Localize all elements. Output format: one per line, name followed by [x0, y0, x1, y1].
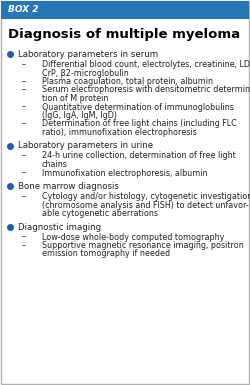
Text: Immunofixation electrophoresis, albumin: Immunofixation electrophoresis, albumin	[42, 169, 207, 177]
Text: –: –	[22, 119, 26, 129]
Text: –: –	[22, 102, 26, 112]
Text: Diagnostic imaging: Diagnostic imaging	[18, 223, 101, 231]
Text: Laboratory parameters in serum: Laboratory parameters in serum	[18, 50, 158, 59]
Text: (chromosome analysis and FISH) to detect unfavor-: (chromosome analysis and FISH) to detect…	[42, 201, 249, 209]
Text: Differential blood count, electrolytes, creatinine, LDH,: Differential blood count, electrolytes, …	[42, 60, 250, 69]
Bar	[1, 1, 249, 19]
Text: Plasma coagulation, total protein, albumin: Plasma coagulation, total protein, album…	[42, 77, 213, 86]
Text: tion of M protein: tion of M protein	[42, 94, 108, 103]
Text: Quantitative determination of immunoglobulins: Quantitative determination of immunoglob…	[42, 102, 234, 112]
Text: –: –	[22, 60, 26, 69]
Text: Diagnosis of multiple myeloma: Diagnosis of multiple myeloma	[8, 28, 240, 41]
Text: CrP, β2-microglobulin: CrP, β2-microglobulin	[42, 69, 129, 77]
Text: –: –	[22, 152, 26, 161]
Text: able cytogenetic aberrations: able cytogenetic aberrations	[42, 209, 158, 218]
Text: 24-h urine collection, determination of free light: 24-h urine collection, determination of …	[42, 152, 236, 161]
Text: Serum electrophoresis with densitometric determina-: Serum electrophoresis with densitometric…	[42, 85, 250, 94]
Text: Supportive magnetic resonance imaging, positron: Supportive magnetic resonance imaging, p…	[42, 241, 244, 250]
Text: (IgG, IgA, IgM, IgD): (IgG, IgA, IgM, IgD)	[42, 111, 117, 120]
Text: –: –	[22, 169, 26, 177]
Text: ratio), immunofixation electrophoresis: ratio), immunofixation electrophoresis	[42, 128, 197, 137]
Text: chains: chains	[42, 160, 68, 169]
Text: –: –	[22, 77, 26, 86]
Text: –: –	[22, 85, 26, 94]
Text: emission tomography if needed: emission tomography if needed	[42, 249, 170, 258]
Text: Cytology and/or histology, cytogenetic investigation: Cytology and/or histology, cytogenetic i…	[42, 192, 250, 201]
Text: Laboratory parameters in urine: Laboratory parameters in urine	[18, 142, 153, 151]
Text: Bone marrow diagnosis: Bone marrow diagnosis	[18, 182, 119, 191]
Text: –: –	[22, 241, 26, 250]
Text: –: –	[22, 192, 26, 201]
Text: Determination of free light chains (including FLC: Determination of free light chains (incl…	[42, 119, 237, 129]
Text: Low-dose whole-body computed tomography: Low-dose whole-body computed tomography	[42, 233, 224, 241]
Text: –: –	[22, 233, 26, 241]
Text: BOX 2: BOX 2	[8, 5, 38, 15]
